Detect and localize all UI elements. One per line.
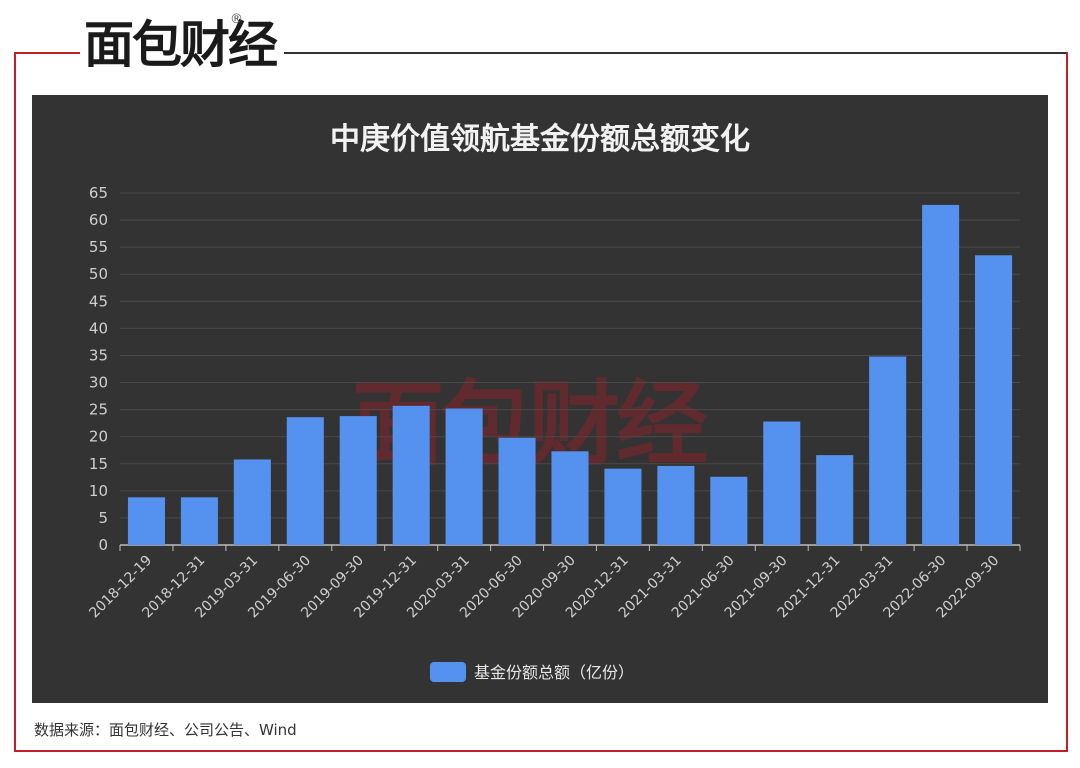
bar-2022-03-31 bbox=[869, 356, 907, 545]
y-tick-label: 50 bbox=[89, 265, 108, 283]
registered-mark: ® bbox=[230, 12, 243, 27]
y-tick-label: 40 bbox=[89, 319, 108, 337]
bar-2020-03-31 bbox=[445, 408, 483, 545]
y-tick-label: 55 bbox=[89, 238, 108, 256]
bar-2021-03-31 bbox=[657, 465, 695, 545]
y-tick-label: 60 bbox=[89, 211, 108, 229]
bar-2021-12-31 bbox=[816, 455, 854, 545]
y-tick-label: 25 bbox=[89, 401, 108, 419]
y-tick-label: 20 bbox=[89, 428, 108, 446]
chart-panel: 面包财经 中庚价值领航基金份额总额变化 0 5 10 15 20 25 30 35 40 45 50 5… bbox=[32, 95, 1048, 703]
bar-2021-09-30 bbox=[763, 421, 801, 545]
y-tick-label: 35 bbox=[89, 346, 108, 364]
bar-2019-12-31 bbox=[392, 405, 430, 545]
y-tick-label: 45 bbox=[89, 292, 108, 310]
bar-2019-09-30 bbox=[339, 416, 377, 545]
bar-2020-12-31 bbox=[604, 468, 642, 545]
data-source-note: 数据来源：面包财经、公司公告、Wind bbox=[34, 721, 297, 739]
chart-title: 中庚价值领航基金份额总额变化 bbox=[330, 122, 750, 157]
y-tick-label: 10 bbox=[89, 482, 108, 500]
frame-bottom-line bbox=[14, 750, 1068, 752]
y-tick-label: 5 bbox=[98, 509, 108, 527]
brand-logo: 面包财经 ® bbox=[84, 10, 284, 80]
y-tick-label: 65 bbox=[89, 184, 108, 202]
bar-2022-06-30 bbox=[922, 204, 960, 545]
legend-label: 基金份额总额（亿份） bbox=[474, 663, 634, 682]
frame-top-left-line bbox=[14, 52, 80, 54]
frame-top-right-line bbox=[284, 52, 1068, 54]
bar-2019-06-30 bbox=[286, 417, 324, 545]
bar-2022-09-30 bbox=[975, 255, 1013, 545]
bar-2020-06-30 bbox=[498, 437, 536, 545]
bar-chart: 中庚价值领航基金份额总额变化 0 5 10 15 20 25 30 35 40 45 50 55 60 65… bbox=[86, 122, 1021, 682]
frame-left-line bbox=[14, 52, 16, 752]
y-tick-label: 0 bbox=[98, 536, 108, 554]
bar-2020-09-30 bbox=[551, 451, 589, 545]
legend-swatch bbox=[430, 662, 466, 682]
bar-2019-03-31 bbox=[233, 459, 271, 545]
frame-right-line bbox=[1066, 52, 1068, 752]
brand-logo-text: 面包财经 bbox=[84, 16, 278, 74]
bar-2018-12-31 bbox=[180, 497, 218, 545]
bar-2018-12-19 bbox=[127, 497, 165, 545]
y-tick-label: 30 bbox=[89, 374, 108, 392]
y-tick-label: 15 bbox=[89, 455, 108, 473]
bar-2021-06-30 bbox=[710, 476, 748, 545]
